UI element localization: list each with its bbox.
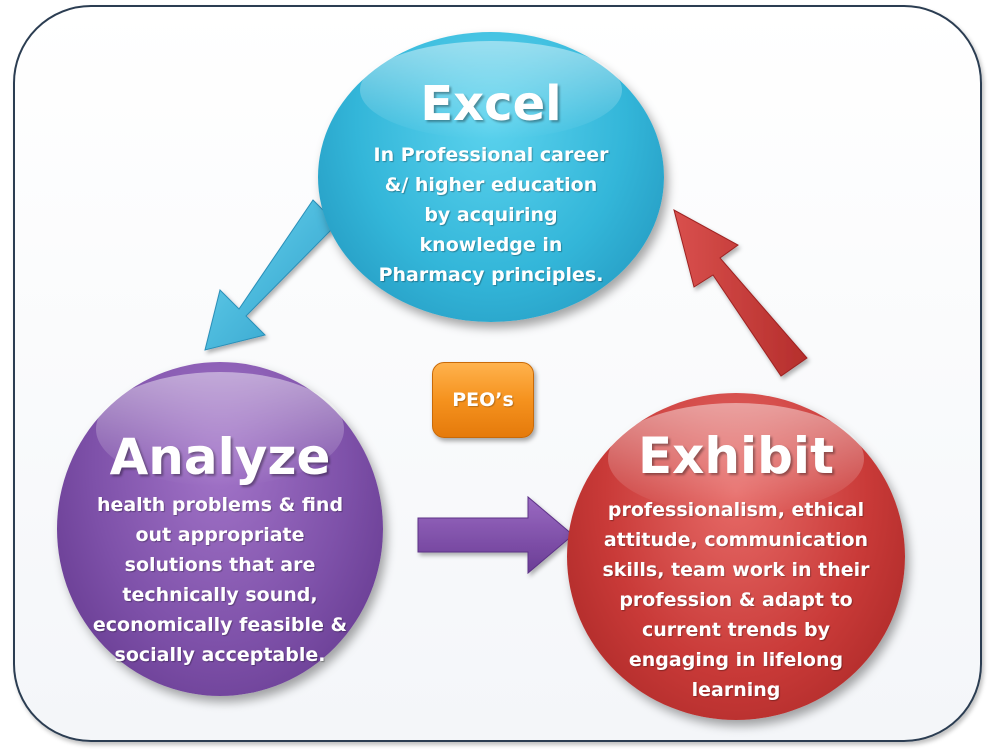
arrow-analyze-to-exhibit	[417, 495, 574, 575]
description-line: economically feasible &	[92, 614, 348, 636]
description-line: skills, team work in their	[602, 559, 870, 581]
description-line: knowledge in	[419, 234, 563, 256]
description-line: by acquiring	[424, 204, 558, 226]
description-line: &/ higher education	[384, 174, 598, 196]
node-exhibit-description: professionalism, ethical attitude, commu…	[567, 495, 905, 705]
node-excel-title: Excel	[420, 76, 562, 132]
node-analyze: Analyze health problems & find out appro…	[57, 362, 383, 696]
description-line: technically sound,	[122, 584, 318, 606]
description-line: out appropriate	[135, 524, 305, 546]
description-line: health problems & find	[96, 494, 344, 516]
description-line: engaging in lifelong	[628, 649, 844, 671]
description-line: current trends by	[641, 619, 830, 641]
description-line: profession & adapt to	[619, 589, 853, 611]
node-analyze-title: Analyze	[109, 428, 331, 486]
node-analyze-description: health problems & find out appropriate s…	[57, 490, 383, 670]
description-line: In Professional career	[373, 144, 609, 166]
node-exhibit: Exhibit professionalism, ethical attitud…	[567, 393, 905, 720]
description-line: learning	[691, 679, 781, 701]
node-excel-description: In Professional career &/ higher educati…	[318, 140, 664, 290]
center-label-box: PEO’s	[432, 362, 534, 438]
arrow-excel-to-analyze	[204, 199, 338, 351]
description-line: socially acceptable.	[114, 644, 326, 666]
description-line: attitude, communication	[603, 529, 869, 551]
description-line: solutions that are	[124, 554, 316, 576]
arrow-exhibit-to-excel	[673, 209, 808, 377]
description-line: professionalism, ethical	[607, 499, 865, 521]
node-excel: Excel In Professional career &/ higher e…	[318, 32, 664, 322]
node-exhibit-title: Exhibit	[638, 427, 834, 485]
description-line: Pharmacy principles.	[378, 264, 604, 286]
center-label: PEO’s	[452, 389, 514, 411]
